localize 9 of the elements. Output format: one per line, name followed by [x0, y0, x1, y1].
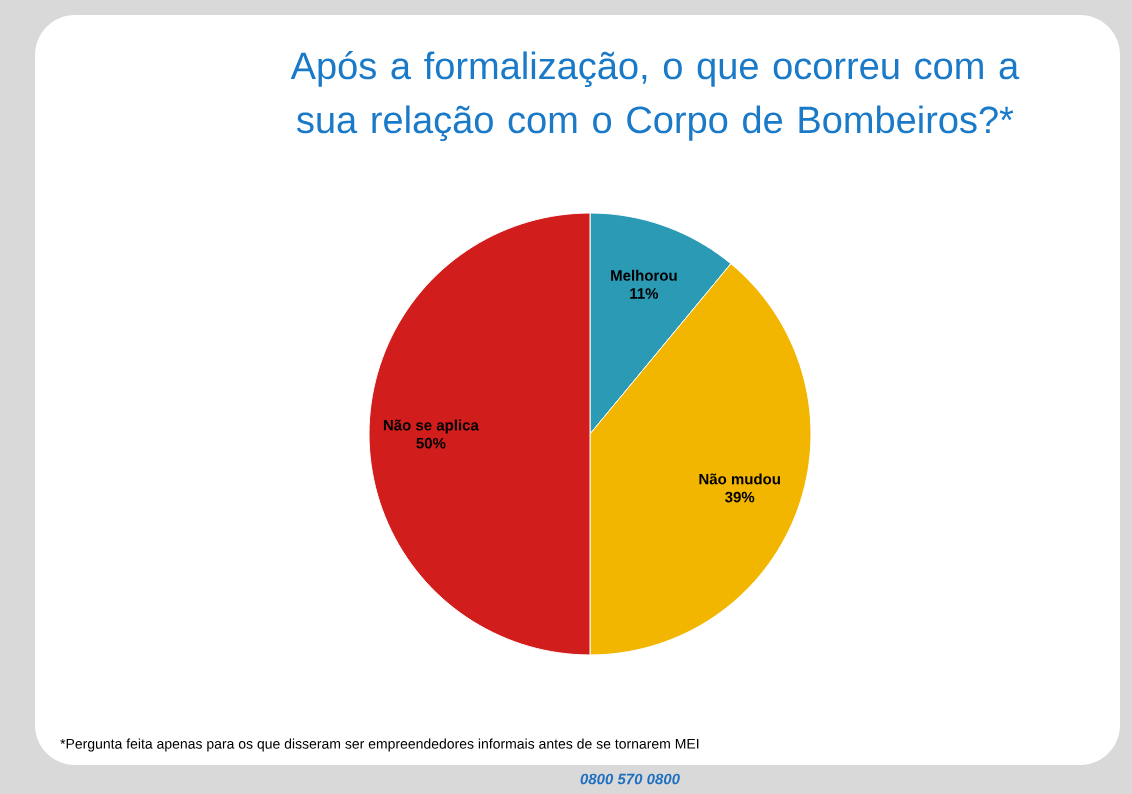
slice-label: Não mudou — [699, 473, 780, 485]
slice-label: Melhorou — [611, 269, 677, 281]
data-label: 39% — [725, 491, 755, 503]
text: *Pergunta feita apenas para os que disseram ser empreendedores informais antes de se tornarem MEI — [60, 738, 699, 752]
text: 0800 570 0800 — [580, 773, 680, 785]
slice-label: Não se aplica — [383, 419, 479, 434]
data-label: 50% — [416, 437, 446, 449]
chart-title: Após a formalização, o que ocorreu com a sua relação com o Corpo de Bombeiros?* — [290, 50, 1020, 142]
data-label: 11% — [630, 288, 659, 299]
